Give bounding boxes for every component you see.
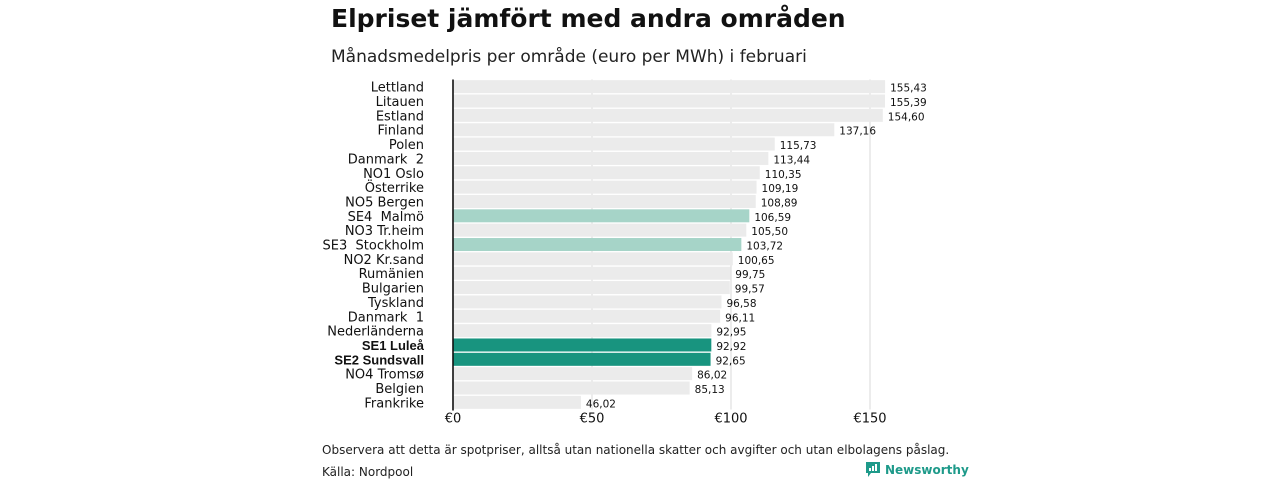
category-label: SE2 Sundsvall (334, 352, 424, 367)
data-label: 99,57 (735, 284, 765, 296)
bar (453, 338, 712, 352)
category-label: Tyskland (367, 296, 424, 311)
category-label: SE1 Luleå (362, 338, 425, 353)
chart-subtitle: Månadsmedelpris per område (euro per MWh… (331, 47, 807, 67)
data-label: 154,60 (888, 111, 925, 123)
bar (453, 324, 712, 338)
data-label: 155,43 (890, 83, 927, 95)
newsworthy-icon (866, 462, 880, 477)
category-label: Estland (376, 109, 424, 124)
data-label: 96,11 (725, 312, 755, 324)
bar (453, 80, 886, 94)
data-label: 103,72 (746, 241, 783, 253)
bar (453, 352, 711, 366)
category-label: Belgien (375, 382, 424, 397)
bar (453, 367, 693, 381)
bar (453, 94, 885, 108)
bar (453, 180, 757, 194)
brand-logo: Newsworthy (866, 462, 969, 477)
data-label: 92,65 (716, 355, 746, 367)
category-label: NO2 Kr.sand (344, 253, 424, 268)
data-label: 115,73 (780, 140, 817, 152)
bar (453, 281, 730, 295)
data-label: 46,02 (586, 398, 616, 410)
bar (453, 309, 721, 323)
bar (453, 166, 760, 180)
category-label: Frankrike (364, 396, 424, 411)
bar (453, 137, 775, 151)
category-label: Danmark 2 (348, 152, 424, 167)
footnote: Observera att detta är spotpriser, allts… (322, 443, 950, 457)
category-label: NO1 Oslo (363, 167, 424, 182)
data-label: 106,59 (754, 212, 791, 224)
source-note: Källa: Nordpool (322, 465, 414, 479)
bar (453, 238, 742, 252)
data-label: 105,50 (751, 226, 788, 238)
category-label: Rumänien (359, 267, 424, 282)
bar-chart: Lettland 155,43 Litauen 155,39 Estland 154,60… (323, 79, 927, 427)
category-label: NO4 Tromsø (345, 368, 424, 383)
bar (453, 123, 835, 137)
data-label: 96,58 (726, 298, 756, 310)
data-label: 85,13 (695, 384, 725, 396)
data-label: 92,92 (716, 341, 746, 353)
bar (453, 295, 722, 309)
category-label: SE4 Malmö (348, 210, 424, 225)
chart-title: Elpriset jämfört med andra områden (331, 4, 846, 33)
category-label: NO5 Bergen (345, 195, 424, 210)
x-tick-label: €50 (580, 412, 605, 427)
data-label: 137,16 (839, 126, 876, 138)
data-label: 108,89 (761, 197, 798, 209)
category-label: Finland (378, 124, 424, 139)
data-label: 92,95 (716, 327, 746, 339)
data-label: 99,75 (735, 269, 765, 281)
bar (453, 381, 690, 395)
bar (453, 209, 750, 223)
category-label: SE3 Stockholm (323, 239, 424, 254)
x-tick-label: €0 (445, 412, 462, 427)
category-label: NO3 Tr.heim (345, 224, 424, 239)
category-label: Polen (389, 138, 424, 153)
bar (453, 108, 883, 122)
x-tick-label: €100 (714, 412, 747, 427)
bar (453, 194, 756, 208)
brand-name: Newsworthy (885, 462, 969, 477)
data-label: 109,19 (762, 183, 799, 195)
data-label: 113,44 (773, 154, 810, 166)
bar (453, 395, 581, 409)
bar (453, 266, 731, 280)
x-tick-label: €150 (853, 412, 886, 427)
category-label: Österrike (365, 179, 424, 196)
data-label: 155,39 (890, 97, 927, 109)
bar (453, 252, 733, 266)
data-label: 100,65 (738, 255, 775, 267)
category-label: Nederländerna (327, 325, 424, 340)
bar (453, 151, 769, 165)
category-label: Danmark 1 (348, 310, 424, 325)
category-label: Lettland (371, 81, 424, 96)
category-label: Litauen (376, 95, 424, 110)
bar (453, 223, 747, 237)
category-label: Bulgarien (362, 282, 424, 297)
data-label: 110,35 (765, 169, 802, 181)
data-label: 86,02 (697, 370, 727, 382)
